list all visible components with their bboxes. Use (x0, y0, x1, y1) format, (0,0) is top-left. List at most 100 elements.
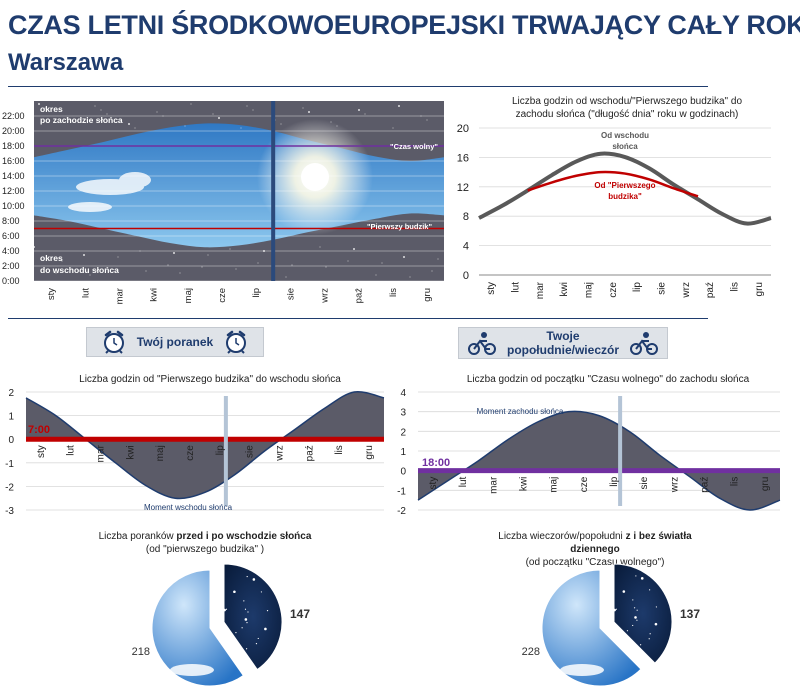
star (33, 246, 35, 248)
alarm-clock-icon (103, 330, 124, 354)
sunset-annotation: Moment zachodu słońca (477, 407, 564, 416)
star (626, 630, 629, 632)
star (145, 270, 147, 272)
star (167, 264, 169, 266)
y-tick-label: 14:00 (2, 171, 25, 181)
star (634, 616, 637, 619)
star (83, 254, 85, 256)
star (240, 127, 242, 129)
y-tick-label: 4 (463, 241, 469, 253)
y-tick-label: -1 (5, 459, 14, 470)
x-tick-label: wrz (669, 477, 680, 494)
x-tick-label: lis (730, 282, 741, 291)
star (247, 611, 249, 613)
y-tick-label: -3 (5, 506, 14, 517)
star (655, 606, 657, 608)
evenings-pie-title-line-3: (od początku "Czasu wolnego") (525, 557, 665, 568)
star (72, 121, 74, 123)
evenings-pie-title-part-1: Liczba wieczorów/popołudni (498, 531, 623, 542)
star (632, 624, 634, 627)
star (134, 127, 136, 129)
x-tick-label: sty (486, 282, 497, 295)
y-tick-label: 1 (400, 447, 406, 458)
star (89, 274, 91, 276)
y-tick-label: 1 (8, 412, 14, 423)
star (106, 113, 108, 115)
star (613, 608, 616, 612)
x-tick-label: maj (155, 445, 166, 461)
evening-section-header: Twoje popołudnie/wieczór (458, 327, 668, 359)
y-tick-label: 18:00 (2, 141, 25, 151)
pie-slice-night (613, 563, 673, 664)
x-tick-label: wrz (319, 288, 330, 304)
day-night-chart: 0:00 2:00 4:00 6:00 8:00 10:00 12:00 14:00 16:00… (2, 101, 444, 304)
star (179, 272, 181, 274)
x-tick-label: paź (705, 282, 716, 298)
star (117, 256, 119, 258)
y-tick-label: 0 (463, 270, 469, 282)
free-sunset-chart: -2 -1 0 1 2 3 4 sty lut mar kwi maj cze lip sie wrz paź… (397, 388, 781, 517)
x-tick-label: cze (608, 282, 619, 298)
x-tick-label: gru (754, 282, 765, 296)
star (266, 610, 269, 612)
x-tick-label: mar (535, 281, 546, 299)
star (347, 260, 349, 262)
x-tick-label: lut (66, 445, 77, 456)
star (649, 633, 651, 635)
y-tick-label: 8:00 (2, 216, 20, 226)
star (225, 608, 228, 610)
star (229, 248, 231, 250)
star (246, 621, 248, 624)
x-tick-label: lis (388, 288, 399, 297)
x-tick-label: paź (700, 477, 711, 493)
star (426, 119, 428, 121)
x-tick-label: cze (579, 476, 590, 492)
sunrise-annotation: Moment wschodu słońca (144, 503, 233, 512)
star (245, 648, 248, 650)
free-time-value-label: 18:00 (422, 457, 450, 469)
evenings-pie-title-line-2: dziennego (570, 544, 620, 555)
pie-label-day: 218 (132, 646, 150, 658)
star (264, 627, 267, 631)
star (648, 638, 650, 640)
star (392, 127, 394, 129)
pie-label-night: 137 (680, 607, 700, 621)
x-tick-label: gru (760, 477, 771, 491)
evenings-pie-title: Liczba wieczorów/popołudni z i bez świat… (430, 530, 760, 569)
pie-label-night: 147 (290, 607, 310, 621)
star (358, 109, 360, 111)
top-divider (8, 86, 708, 87)
pie-slice-night (223, 563, 283, 671)
pie-slice-day (541, 569, 642, 687)
star (252, 109, 254, 111)
y-tick-label: 8 (463, 211, 469, 223)
series-label-sunrise-1: Od wschodu (601, 131, 649, 140)
x-tick-label: sty (36, 445, 47, 458)
star (156, 111, 158, 113)
alarm-label: "Pierwszy budzik" (367, 222, 432, 231)
star (246, 575, 248, 578)
free-sunset-title: Liczba godzin od początku "Czasu wolnego… (466, 374, 750, 385)
mornings-pie-title-line-2: (od "pierwszego budzika" ) (145, 544, 265, 555)
star (375, 274, 377, 276)
stars-icon (33, 103, 439, 278)
x-tick-label: kwi (149, 288, 160, 302)
mornings-pie-title: Liczba poranków przed i po wschodzie sło… (40, 530, 370, 556)
evenings-pie-title-bold: z i bez światła (625, 531, 692, 542)
day-length-title: Liczba godzin od wschodu/"Pierwszego bud… (472, 95, 782, 121)
star (244, 608, 247, 610)
x-tick-label: maj (549, 477, 560, 493)
star (403, 256, 405, 258)
dark-evenings-area (418, 411, 780, 511)
star (257, 637, 259, 640)
x-tick-label: wrz (275, 445, 286, 462)
cloud-icon (170, 664, 214, 676)
x-tick-label: mar (114, 288, 125, 304)
y-tick-label: -1 (397, 486, 406, 497)
series-line-from-alarm (527, 170, 699, 198)
x-tick-label: gru (364, 445, 375, 459)
series-label-alarm-2: budzika" (608, 192, 642, 201)
star (66, 117, 68, 119)
y-tick-label: 4 (400, 388, 406, 399)
alarm-time-label: 7:00 (28, 424, 50, 436)
